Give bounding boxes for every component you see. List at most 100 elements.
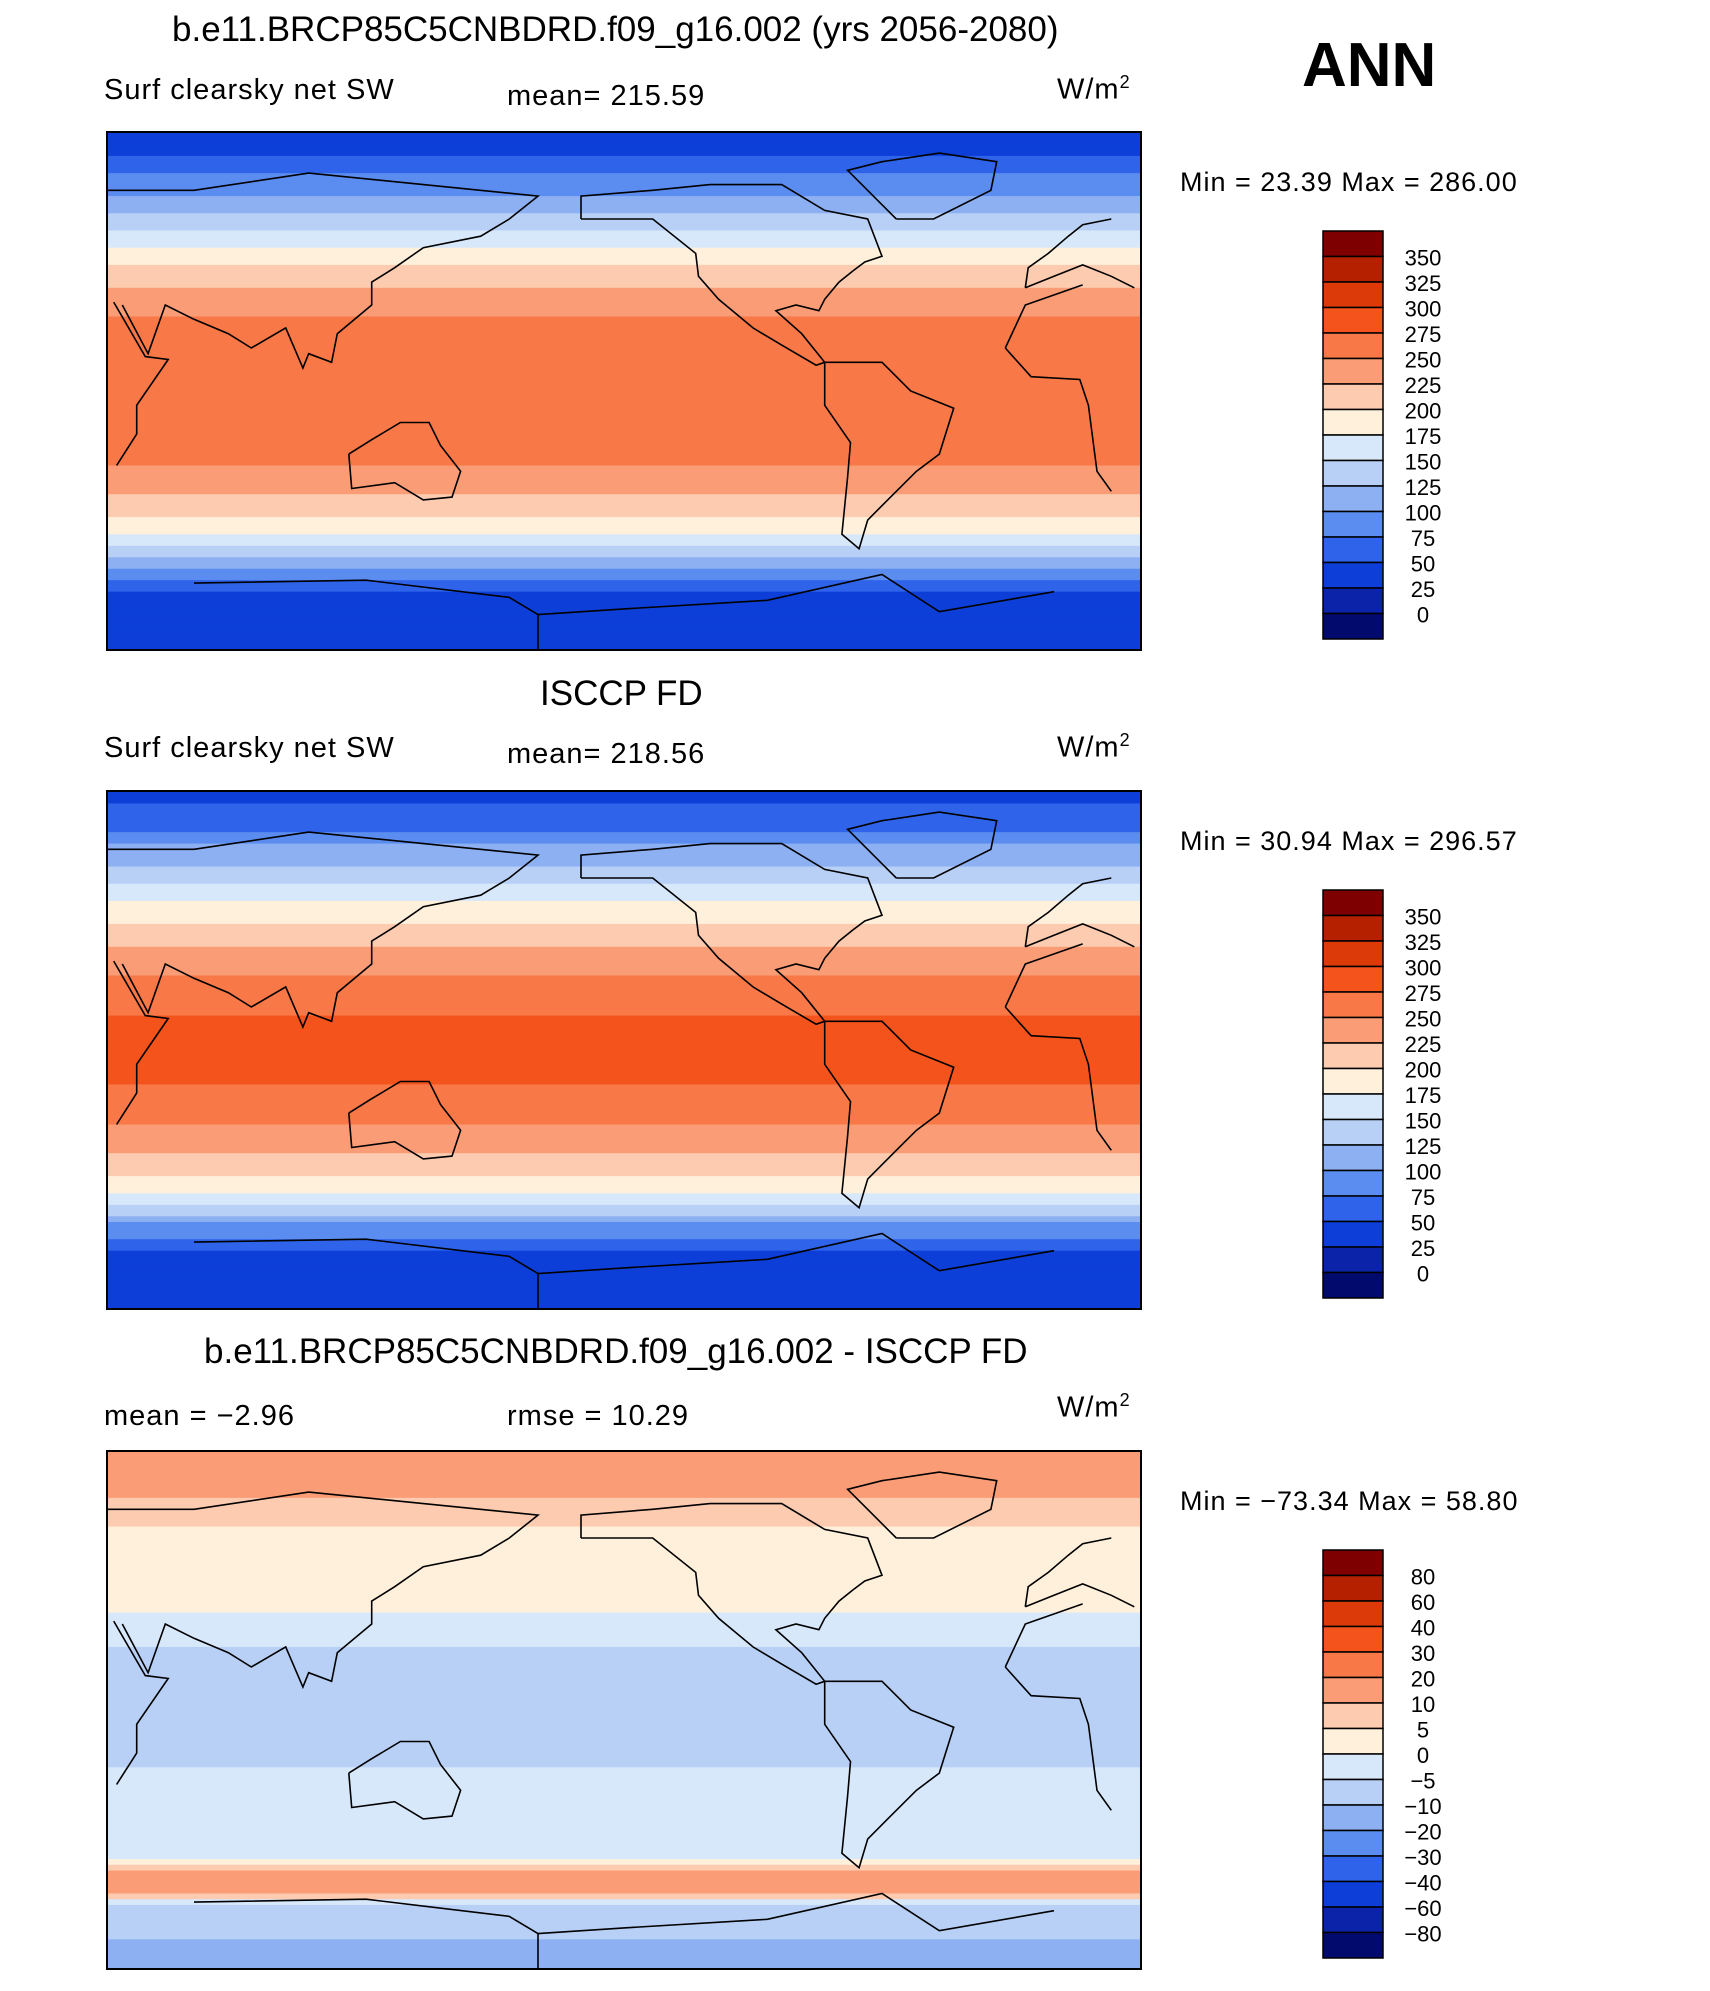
panel-1-mean-label: mean= 215.59 bbox=[507, 80, 706, 112]
map-latitude-band bbox=[108, 488, 1140, 495]
colorbar-box bbox=[1322, 914, 1384, 942]
map-latitude-band bbox=[108, 895, 1140, 902]
map-latitude-band bbox=[108, 1193, 1140, 1200]
panel-3-units: W/m2 bbox=[1057, 1390, 1131, 1424]
map-latitude-band bbox=[108, 1279, 1140, 1286]
map-latitude-band bbox=[108, 1227, 1140, 1235]
colorbar-tick-label: 275 bbox=[1405, 981, 1442, 1006]
map-latitude-band bbox=[108, 1738, 1140, 1745]
map-latitude-band bbox=[108, 213, 1140, 220]
map-latitude-band bbox=[108, 138, 1140, 146]
map-latitude-band bbox=[108, 224, 1140, 232]
coastline bbox=[846, 1471, 998, 1539]
colorbar-box bbox=[1322, 1600, 1384, 1628]
map-latitude-band bbox=[108, 941, 1140, 948]
map-latitude-band bbox=[108, 482, 1140, 490]
colorbar-box bbox=[1322, 561, 1384, 589]
map-latitude-band bbox=[108, 1624, 1140, 1631]
map-latitude-band bbox=[108, 1532, 1140, 1539]
map-latitude-band bbox=[108, 1767, 1140, 1774]
map-latitude-band bbox=[108, 1836, 1140, 1843]
map-latitude-band bbox=[108, 591, 1140, 598]
map-latitude-band bbox=[108, 345, 1140, 352]
map-latitude-band bbox=[108, 803, 1140, 810]
map-latitude-band bbox=[108, 1457, 1140, 1465]
coastline bbox=[1025, 264, 1135, 289]
map-latitude-band bbox=[108, 1170, 1140, 1177]
map-latitude-band bbox=[108, 1285, 1140, 1292]
map-latitude-band bbox=[108, 419, 1140, 426]
map-latitude-band bbox=[108, 459, 1140, 467]
map-latitude-band bbox=[108, 878, 1140, 885]
map-latitude-band bbox=[108, 207, 1140, 214]
panel-2-mean-label: mean= 218.56 bbox=[507, 738, 706, 770]
colorbar-tick-label: 0 bbox=[1417, 1743, 1429, 1768]
map-latitude-band bbox=[108, 442, 1140, 449]
panel-2-map-field bbox=[108, 792, 1140, 1308]
map-latitude-band bbox=[108, 1509, 1140, 1516]
map-latitude-band bbox=[108, 1486, 1140, 1493]
map-latitude-band bbox=[108, 1801, 1140, 1809]
map-latitude-band bbox=[108, 1750, 1140, 1757]
map-latitude-band bbox=[108, 1698, 1140, 1705]
map-latitude-band bbox=[108, 826, 1140, 833]
map-latitude-band bbox=[108, 293, 1140, 300]
panel-3-minmax: Min = −73.34 Max = 58.80 bbox=[1180, 1486, 1519, 1516]
map-latitude-band bbox=[108, 557, 1140, 564]
map-latitude-band bbox=[108, 1744, 1140, 1751]
coastline bbox=[1004, 1603, 1083, 1668]
map-latitude-band bbox=[108, 1124, 1140, 1131]
colorbar-tick-label: 40 bbox=[1411, 1616, 1435, 1641]
map-latitude-band bbox=[108, 797, 1140, 805]
map-latitude-band bbox=[108, 1273, 1140, 1280]
map-latitude-band bbox=[108, 952, 1140, 959]
coastline bbox=[1024, 1537, 1112, 1607]
map-latitude-band bbox=[108, 339, 1140, 346]
coastline bbox=[113, 960, 170, 1125]
map-latitude-band bbox=[108, 1732, 1140, 1740]
map-latitude-band bbox=[108, 413, 1140, 421]
colorbar-tick-label: −30 bbox=[1404, 1845, 1441, 1870]
map-latitude-band bbox=[108, 1543, 1140, 1551]
map-latitude-band bbox=[108, 1549, 1140, 1556]
map-latitude-band bbox=[108, 545, 1140, 553]
colorbar-box bbox=[1322, 1829, 1384, 1857]
map-latitude-band bbox=[108, 1072, 1140, 1080]
colorbar-box bbox=[1322, 1778, 1384, 1806]
map-latitude-band bbox=[108, 1710, 1140, 1717]
colorbar-tick-label: 75 bbox=[1411, 1185, 1435, 1210]
colorbar-tick-label: 25 bbox=[1411, 577, 1435, 602]
coastline bbox=[846, 152, 998, 220]
map-latitude-band bbox=[108, 282, 1140, 289]
map-latitude-band bbox=[108, 436, 1140, 444]
map-latitude-band bbox=[108, 1841, 1140, 1849]
map-latitude-band bbox=[108, 1859, 1140, 1866]
panel-2-units: W/m2 bbox=[1057, 730, 1131, 764]
colorbar-tick-label: 325 bbox=[1405, 930, 1442, 955]
panel-1-colorbar: 350 325 300 275 250 225 200 175 150 125 100 75 50 25 0 bbox=[1322, 230, 1493, 641]
map-latitude-band bbox=[108, 528, 1140, 535]
map-latitude-band bbox=[108, 860, 1140, 868]
panel-2-map bbox=[106, 790, 1142, 1310]
colorbar-box bbox=[1322, 306, 1384, 334]
coastline bbox=[580, 183, 884, 367]
map-latitude-band bbox=[108, 929, 1140, 936]
map-latitude-band bbox=[108, 1233, 1140, 1240]
colorbar-box bbox=[1322, 1880, 1384, 1908]
map-latitude-band bbox=[108, 253, 1140, 260]
colorbar-box bbox=[1322, 1016, 1384, 1044]
map-latitude-band bbox=[108, 1922, 1140, 1929]
map-latitude-band bbox=[108, 1578, 1140, 1585]
map-latitude-band bbox=[108, 385, 1140, 392]
colorbar-tick-label: −10 bbox=[1404, 1794, 1441, 1819]
colorbar-box bbox=[1322, 1574, 1384, 1602]
map-latitude-band bbox=[108, 1652, 1140, 1659]
map-latitude-band bbox=[108, 1635, 1140, 1642]
map-latitude-band bbox=[108, 499, 1140, 507]
colorbar-box bbox=[1322, 940, 1384, 968]
map-latitude-band bbox=[108, 379, 1140, 386]
colorbar-tick-label: 25 bbox=[1411, 1236, 1435, 1261]
map-latitude-band bbox=[108, 906, 1140, 913]
colorbar-box bbox=[1322, 281, 1384, 309]
colorbar-box bbox=[1322, 965, 1384, 993]
